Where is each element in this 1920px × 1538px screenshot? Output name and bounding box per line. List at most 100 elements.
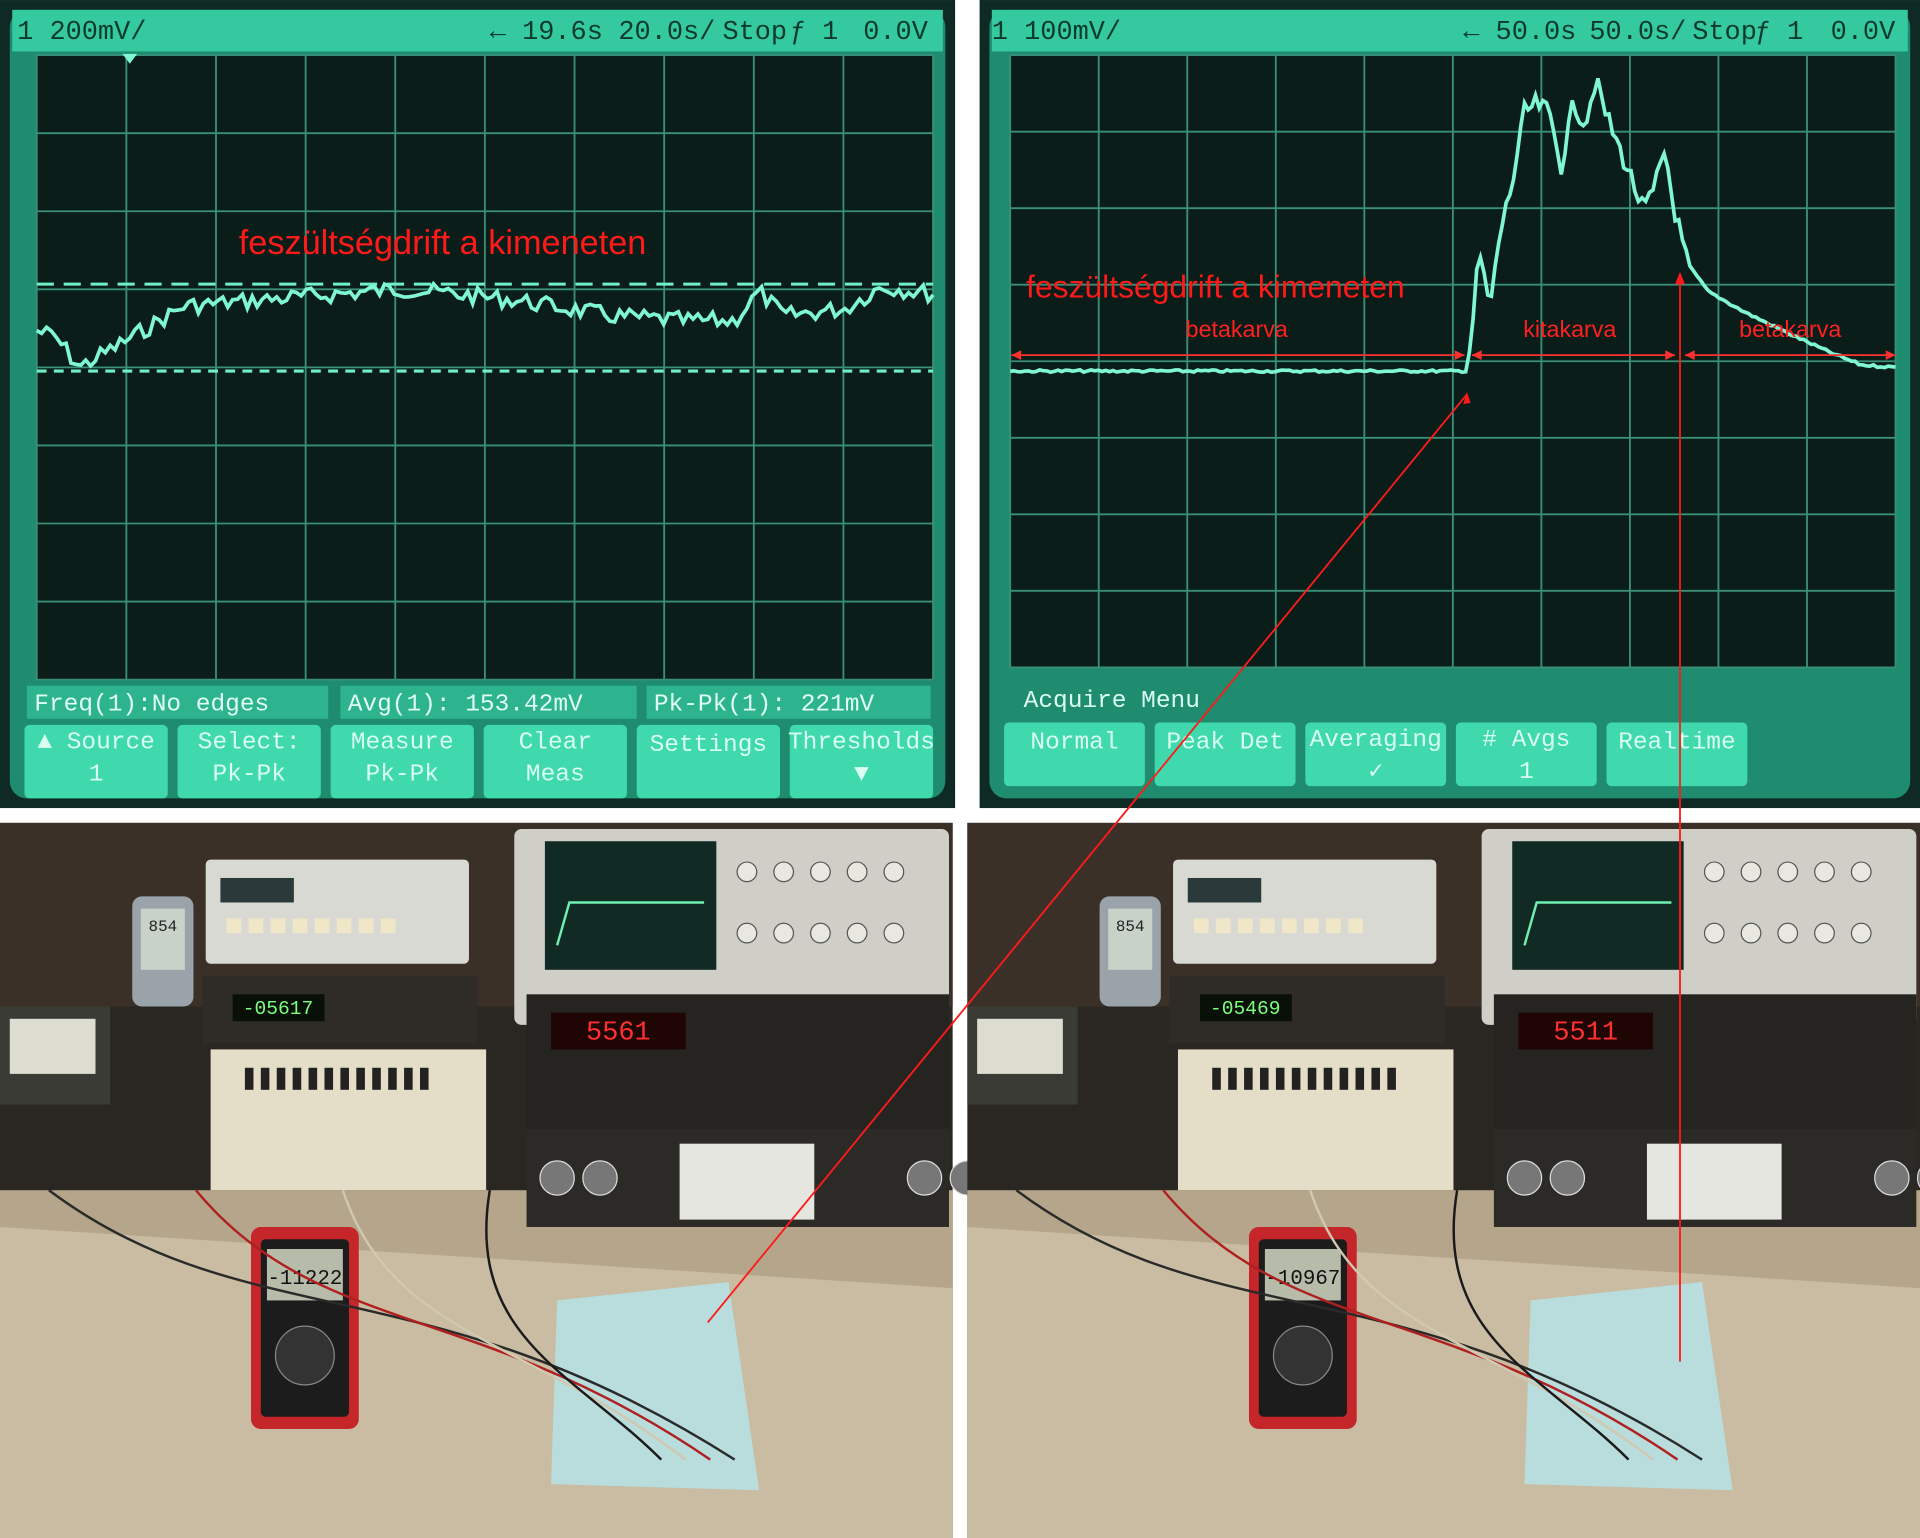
softkey-label: Pk-Pk [366, 761, 439, 788]
signal-generator [205, 859, 469, 964]
header-level: 0.0V [1831, 18, 1896, 48]
button [1237, 918, 1253, 934]
header-level: 0.0V [863, 18, 928, 48]
wire [1162, 1189, 1679, 1461]
knob [1777, 861, 1799, 883]
softkey-label: ✓ [1368, 759, 1383, 786]
button [1348, 918, 1363, 934]
button [270, 918, 286, 934]
softkey-label: Meas [526, 761, 585, 788]
header-trigger: ƒ 1 [1755, 18, 1803, 48]
clock-display [1108, 908, 1153, 970]
switch [308, 1067, 318, 1090]
button [1304, 918, 1319, 934]
mm-dial [1272, 1325, 1333, 1386]
header-scale: 1 100mV/ [992, 18, 1121, 48]
knob [1814, 922, 1835, 944]
knob [1814, 861, 1835, 883]
knob [1916, 1168, 1920, 1188]
signal-generator [1173, 859, 1437, 964]
switch [1355, 1067, 1365, 1090]
dmm-reading: 5561 [586, 1018, 651, 1048]
switch [1260, 1067, 1269, 1090]
wire [194, 1189, 711, 1461]
softkey [483, 724, 627, 799]
wire [485, 1190, 663, 1461]
switch [404, 1067, 413, 1090]
softkey-label: Measure [351, 730, 454, 757]
switch [420, 1067, 429, 1090]
switch [1291, 1067, 1301, 1090]
knob [736, 861, 758, 883]
analog-meter [679, 1143, 815, 1220]
wire [1015, 1189, 1703, 1461]
knob [810, 922, 831, 944]
clock-reading: 854 [1116, 918, 1145, 936]
analog-meter [1646, 1143, 1782, 1220]
switch [1323, 1067, 1333, 1090]
softkey [789, 724, 934, 799]
switch [1339, 1067, 1349, 1090]
multimeter-reading: -10967 [1265, 1268, 1340, 1291]
menu-bar [1010, 683, 1896, 718]
generator-display [1187, 877, 1262, 903]
button [1282, 918, 1297, 934]
softkey [24, 724, 168, 799]
softkey-label: ▲ Source [37, 730, 154, 757]
mm-dial [274, 1325, 335, 1386]
switch [340, 1067, 349, 1090]
button [1260, 918, 1275, 934]
knob [1777, 922, 1799, 944]
knob [773, 922, 795, 944]
wire [1309, 1189, 1654, 1461]
knob [539, 1160, 575, 1196]
softkey-label: Select: [198, 730, 301, 757]
switch [1371, 1067, 1380, 1090]
header-timebase: 50.0s/ [1589, 18, 1686, 48]
clock-display [140, 908, 185, 970]
switch [372, 1067, 381, 1090]
knob [1850, 922, 1872, 944]
osc-trace [1523, 901, 1672, 946]
multimeter-reading: -11222 [267, 1268, 342, 1291]
button [1326, 918, 1341, 934]
counter-display [232, 994, 325, 1022]
towel [551, 1282, 760, 1491]
button [336, 918, 352, 934]
button [292, 918, 308, 934]
divider [0, 808, 1920, 823]
softkey-label: Peak Det [1166, 730, 1283, 757]
knob [810, 861, 831, 883]
measurement: Pk-Pk(1): 221mV [654, 692, 875, 719]
softkey [330, 724, 474, 799]
trace [1009, 77, 1896, 375]
header-status: Stop [722, 18, 787, 48]
header-delay: ← 19.6s [490, 18, 603, 48]
switch [276, 1067, 286, 1090]
switch [1228, 1067, 1237, 1090]
header-scale: 1 200mV/ [17, 18, 146, 48]
trace [35, 280, 935, 369]
softkey [1004, 722, 1145, 787]
switch [1244, 1067, 1253, 1090]
measurement-box [26, 685, 329, 719]
generator-display [220, 877, 294, 903]
softkey-label: # Avgs [1482, 727, 1570, 754]
button [226, 918, 242, 934]
softkey-label: Clear [519, 730, 592, 757]
button [314, 918, 330, 934]
switch [292, 1067, 302, 1090]
button [248, 918, 264, 934]
switch [324, 1067, 334, 1090]
region-label: betakarva [1739, 316, 1841, 342]
wire [341, 1189, 687, 1461]
softkey [1154, 722, 1296, 787]
button [380, 918, 396, 934]
header-bar [12, 9, 943, 52]
dmm-display [551, 1012, 686, 1050]
switch [388, 1067, 397, 1090]
switch [1307, 1067, 1317, 1090]
softkey-label: Realtime [1618, 730, 1735, 757]
knob [1703, 922, 1725, 944]
